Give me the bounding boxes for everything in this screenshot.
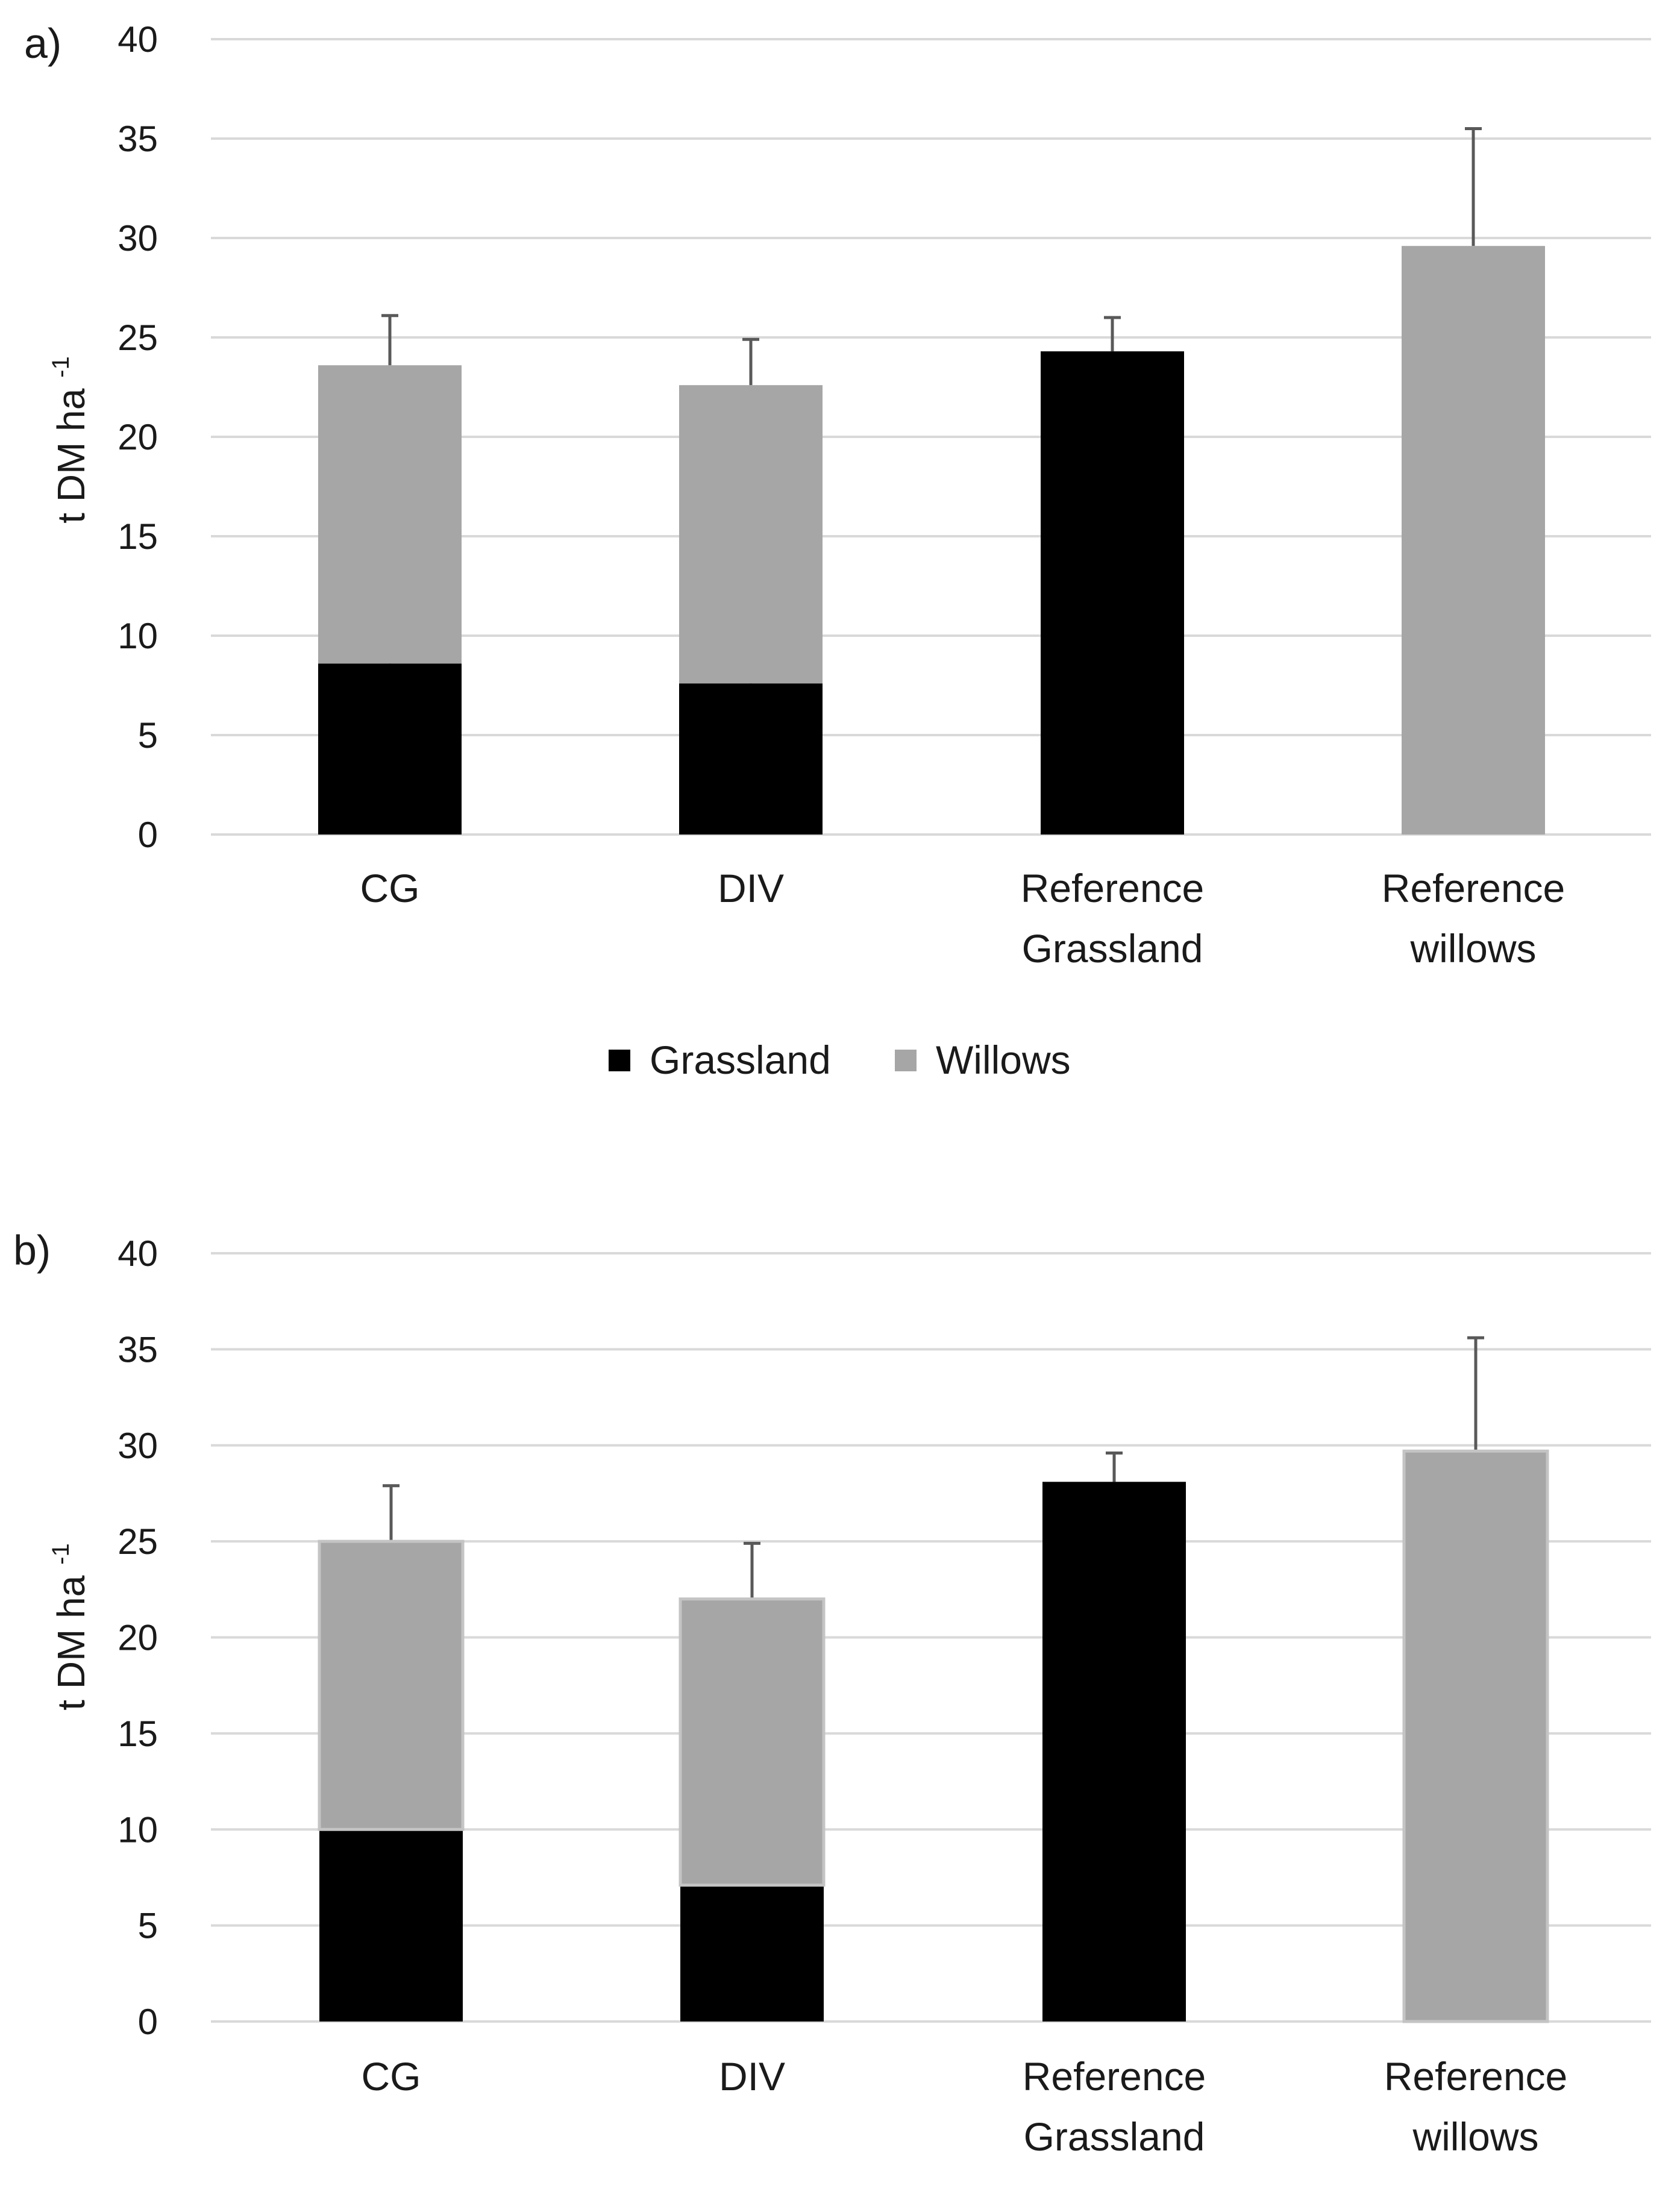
x-tick-label-line: CG <box>360 866 420 910</box>
bar-willows-cg <box>318 365 462 664</box>
legend-label-grassland: Grassland <box>650 1038 831 1082</box>
y-tick-label-0: 0 <box>138 2002 158 2042</box>
y-axis-title-superscript: -1 <box>48 356 74 378</box>
y-tick-label-30: 30 <box>118 1426 158 1466</box>
x-tick-label-line: DIV <box>718 866 784 910</box>
x-tick-label-reference-grassland: Reference Grassland <box>1021 866 1205 971</box>
x-tick-label-reference-grassland: Reference Grassland <box>1023 2054 1206 2159</box>
x-tick-label-div: DIV <box>718 866 784 910</box>
x-tick-label-reference-willows: Reference willows <box>1382 866 1566 971</box>
y-tick-label-25: 25 <box>118 1521 158 1562</box>
x-tick-label-cg: CG <box>360 866 420 910</box>
x-tick-label-line: Reference <box>1384 2054 1568 2099</box>
x-tick-label-line: Grassland <box>1022 926 1203 971</box>
y-tick-label-40: 40 <box>118 19 158 60</box>
y-tick-label-10: 10 <box>118 1809 158 1850</box>
bar-grassland-reference-grassland <box>1041 351 1184 835</box>
y-axis-title: t DM ha -1 <box>48 356 93 523</box>
x-tick-label-line: Grassland <box>1024 2114 1205 2159</box>
legend: Grassland Willows <box>609 1038 1071 1082</box>
x-tick-label-cg: CG <box>362 2054 421 2099</box>
legend-label-willows: Willows <box>936 1038 1071 1082</box>
x-tick-label-reference-willows: Reference willows <box>1384 2054 1568 2159</box>
y-axis-title-main: t DM ha <box>49 1575 93 1710</box>
bar-grassland-cg <box>318 663 462 835</box>
bar-willows-div <box>679 385 823 684</box>
y-axis-title: t DM ha -1 <box>48 1543 93 1710</box>
bar-willows-reference-willows <box>1402 1449 1549 2023</box>
x-tick-label-line: Reference <box>1382 866 1566 910</box>
y-tick-label-10: 10 <box>118 616 158 656</box>
bar-willows-cg <box>318 1539 465 1831</box>
y-tick-label-40: 40 <box>118 1233 158 1274</box>
x-tick-label-line: CG <box>362 2054 421 2099</box>
y-tick-label-20: 20 <box>118 1618 158 1658</box>
y-tick-label-30: 30 <box>118 218 158 258</box>
panel-label: b) <box>13 1227 51 1274</box>
x-tick-label-line: Reference <box>1021 866 1205 910</box>
bar-willows-div <box>679 1597 826 1887</box>
y-tick-label-35: 35 <box>118 1329 158 1370</box>
x-tick-label-line: willows <box>1412 2114 1538 2159</box>
bar-willows-reference-willows <box>1402 246 1545 835</box>
y-tick-label-20: 20 <box>118 417 158 457</box>
y-axis-title-superscript: -1 <box>48 1543 74 1565</box>
legend-swatch-willows <box>895 1050 917 1071</box>
bar-grassland-div <box>680 1885 824 2022</box>
y-tick-label-0: 0 <box>138 815 158 855</box>
x-tick-label-line: Reference <box>1023 2054 1206 2099</box>
bar-grassland-div <box>679 683 823 835</box>
panel-label: a) <box>24 20 61 67</box>
x-tick-label-div: DIV <box>719 2054 785 2099</box>
legend-swatch-grassland <box>609 1050 630 1071</box>
x-tick-label-line: willows <box>1409 926 1536 971</box>
bar-grassland-reference-grassland <box>1042 1482 1186 2022</box>
y-tick-label-25: 25 <box>118 318 158 358</box>
x-tick-label-line: DIV <box>719 2054 785 2099</box>
y-tick-label-15: 15 <box>118 516 158 557</box>
y-axis-title-main: t DM ha <box>49 388 93 523</box>
y-tick-label-5: 5 <box>138 1906 158 1946</box>
y-tick-label-15: 15 <box>118 1714 158 1754</box>
y-tick-label-35: 35 <box>118 119 158 159</box>
bar-grassland-cg <box>319 1829 463 2022</box>
y-tick-label-5: 5 <box>138 715 158 756</box>
